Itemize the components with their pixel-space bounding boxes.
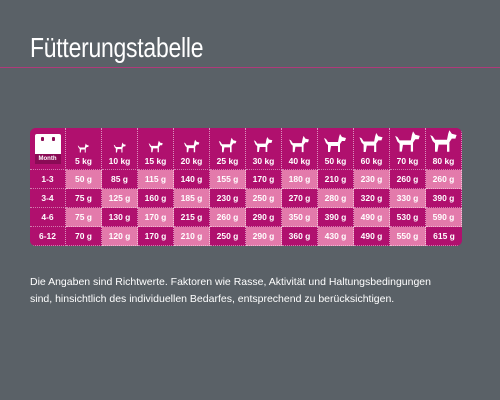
weight-label: 15 kg [144,156,167,166]
dog-icon [77,143,89,153]
month-range-label: 6-12 [30,227,66,246]
weight-header: 25 kg [210,128,246,170]
dog-icon [148,140,163,153]
dog-icon [183,139,199,153]
weight-header: 50 kg [318,128,354,170]
feeding-amount-cell: 250 g [246,189,282,208]
feeding-amount-cell: 155 g [210,170,246,189]
dog-icon [218,137,236,153]
weight-label: 5 kg [74,156,92,166]
weight-header: 70 kg [390,128,426,170]
weight-label: 40 kg [288,156,311,166]
feeding-amount-cell: 490 g [354,208,390,227]
feeding-amount-cell: 250 g [210,227,246,246]
month-range-label: 4-6 [30,208,66,227]
weight-label: 50 kg [324,156,347,166]
feeding-amount-cell: 75 g [66,208,102,227]
feeding-amount-cell: 260 g [426,170,462,189]
feeding-amount-cell: 490 g [354,227,390,246]
weight-label: 80 kg [432,156,455,166]
dog-icon [253,136,273,153]
weight-label: 30 kg [252,156,275,166]
dog-icon [359,133,383,152]
feeding-amount-cell: 210 g [318,170,354,189]
feeding-amount-cell: 330 g [390,189,426,208]
feeding-amount-cell: 85 g [102,170,138,189]
feeding-amount-cell: 290 g [246,227,282,246]
weight-header: 10 kg [102,128,138,170]
dog-icon [429,130,457,152]
feeding-amount-cell: 50 g [66,170,102,189]
weight-header: 80 kg [426,128,462,170]
feeding-amount-cell: 590 g [426,208,462,227]
dog-icon [289,135,309,153]
weight-label: 10 kg [108,156,131,166]
feeding-amount-cell: 260 g [210,208,246,227]
dog-icon [394,131,420,152]
disclaimer-line-1: Die Angaben sind Richtwerte. Faktoren wi… [30,276,431,288]
feeding-amount-cell: 170 g [138,208,174,227]
feeding-amount-cell: 270 g [282,189,318,208]
disclaimer-line-2: sind, hinsichtlich des individuellen Bed… [30,293,395,305]
feeding-amount-cell: 75 g [66,189,102,208]
feeding-amount-cell: 160 g [138,189,174,208]
month-header: Month [30,128,66,170]
feeding-amount-cell: 430 g [318,227,354,246]
dog-icon [324,134,346,152]
feeding-amount-cell: 170 g [138,227,174,246]
feeding-amount-cell: 170 g [246,170,282,189]
feeding-amount-cell: 140 g [174,170,210,189]
feeding-amount-cell: 290 g [246,208,282,227]
weight-label: 20 kg [180,156,203,166]
dog-icon [113,142,126,153]
weight-header: 20 kg [174,128,210,170]
weight-label: 60 kg [360,156,383,166]
month-icon-label: Month [34,154,61,164]
feeding-amount-cell: 210 g [174,227,210,246]
weight-header: 40 kg [282,128,318,170]
feeding-amount-cell: 280 g [318,189,354,208]
feeding-amount-cell: 125 g [102,189,138,208]
feeding-table: Month 5 kg 10 kg 15 kg 20 kg 25 kg 30 kg 40 kg 5… [30,128,462,246]
page-title: Fütterungstabelle [30,32,204,63]
feeding-amount-cell: 70 g [66,227,102,246]
weight-label: 25 kg [216,156,239,166]
feeding-amount-cell: 390 g [318,208,354,227]
weight-header: 15 kg [138,128,174,170]
calendar-icon: Month [34,134,61,164]
feeding-amount-cell: 120 g [102,227,138,246]
feeding-amount-cell: 130 g [102,208,138,227]
feeding-amount-cell: 550 g [390,227,426,246]
weight-label: 70 kg [396,156,419,166]
feeding-amount-cell: 215 g [174,208,210,227]
feeding-amount-cell: 230 g [354,170,390,189]
month-range-label: 3-4 [30,189,66,208]
feeding-amount-cell: 350 g [282,208,318,227]
weight-header: 60 kg [354,128,390,170]
feeding-table-grid: Month 5 kg 10 kg 15 kg 20 kg 25 kg 30 kg 40 kg 5… [30,128,462,246]
feeding-amount-cell: 185 g [174,189,210,208]
feeding-amount-cell: 615 g [426,227,462,246]
feeding-amount-cell: 230 g [210,189,246,208]
disclaimer-note: Die Angaben sind Richtwerte. Faktoren wi… [30,274,470,308]
weight-header: 5 kg [66,128,102,170]
title-divider [0,67,500,68]
month-range-label: 1-3 [30,170,66,189]
feeding-amount-cell: 360 g [282,227,318,246]
feeding-amount-cell: 320 g [354,189,390,208]
feeding-amount-cell: 180 g [282,170,318,189]
feeding-amount-cell: 530 g [390,208,426,227]
weight-header: 30 kg [246,128,282,170]
feeding-amount-cell: 260 g [390,170,426,189]
feeding-amount-cell: 115 g [138,170,174,189]
feeding-amount-cell: 390 g [426,189,462,208]
